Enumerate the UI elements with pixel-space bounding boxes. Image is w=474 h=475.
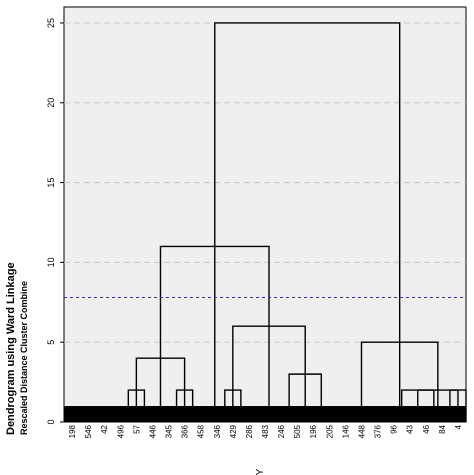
x-tick-label: 146 [341,424,350,438]
x-tick-label: 546 [84,424,93,438]
x-tick-label: 458 [197,424,206,438]
y-tick-label: 15 [46,178,56,188]
x-tick-label: 286 [245,424,254,438]
x-tick-label: 483 [261,424,270,438]
x-tick-label: 198 [68,424,77,438]
y-tick-label: 5 [46,340,56,345]
x-tick-label: 4 [454,424,463,429]
x-tick-label: 505 [293,424,302,438]
y-axis-title: Dendrogram using Ward Linkage [5,262,17,435]
dendrogram-link [214,22,401,422]
x-tick-label: 46 [422,424,431,433]
x-tick-label: 205 [325,424,334,438]
y-axis-ticks: 0 5 10 15 20 25 [46,18,64,425]
x-axis-label: Y [255,468,266,475]
bottom-bar [64,406,466,422]
x-tick-label: 43 [406,424,415,433]
x-tick-label: 42 [100,424,109,433]
y-tick-label: 0 [46,419,56,424]
x-tick-label: 84 [438,424,447,433]
plot-background [63,6,467,423]
x-tick-label: 496 [116,424,125,438]
y-tick-label: 20 [46,98,56,108]
x-tick-label: 246 [277,424,286,438]
y-axis-subtitle: Rescaled Distance Cluster Combine [19,281,29,435]
leaf-bar [64,406,466,422]
x-tick-label: 376 [374,424,383,438]
y-tick-label: 25 [46,18,56,28]
x-tick-label: 366 [181,424,190,438]
x-tick-label: 346 [213,424,222,438]
x-tick-label: 57 [132,424,141,433]
x-tick-label: 96 [390,424,399,433]
y-tick-label: 10 [46,257,56,267]
x-tick-label: 196 [309,424,318,438]
x-tick-label: 429 [229,424,238,438]
dendrogram-links [127,22,467,422]
x-axis-ticks: 198 546 42 496 57 446 345 366 458 346 429 286 483 246… [68,424,463,438]
x-tick-label: 345 [165,424,174,438]
x-tick-label: 446 [148,424,157,438]
x-tick-label: 448 [357,424,366,438]
